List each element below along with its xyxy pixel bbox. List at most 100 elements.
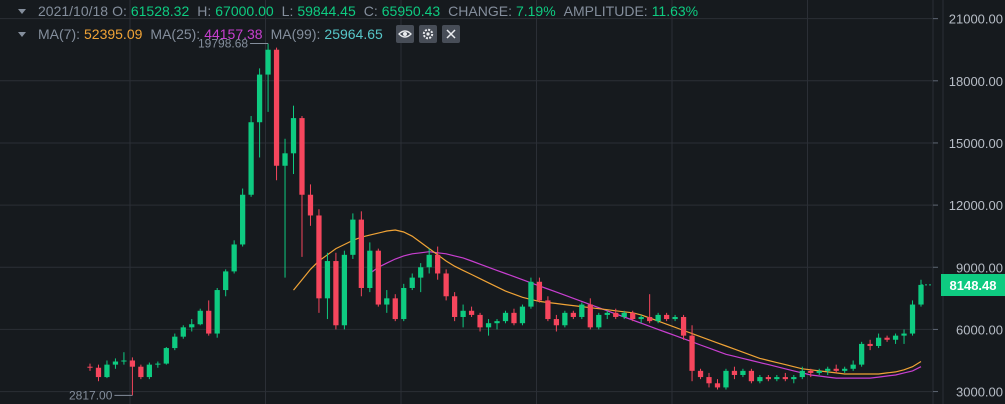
candle-body <box>884 337 890 340</box>
candle-body <box>206 310 212 334</box>
candle-body <box>579 304 585 317</box>
low-annotation-label: 2817.00 <box>69 388 113 402</box>
candle-body <box>663 314 670 320</box>
candle-body <box>630 312 636 320</box>
candle-body <box>909 304 916 334</box>
close-icon[interactable] <box>441 25 460 43</box>
ma25-line <box>293 229 922 375</box>
ma-legend: MA(7): 52395.09 MA(25): 44157.38 MA(99):… <box>18 24 460 44</box>
candle-body <box>655 314 661 322</box>
high-annotation-label: 19798.68 <box>198 37 248 51</box>
y-tick-label: 15000.00 <box>949 136 1003 151</box>
candle-body <box>197 310 203 325</box>
candle-body <box>299 118 305 195</box>
candle-body <box>833 368 839 371</box>
candle-body <box>392 298 398 320</box>
candle-body <box>350 219 356 255</box>
open-label: O: <box>112 3 127 19</box>
candle-body <box>443 273 449 297</box>
candle-body <box>825 368 831 371</box>
gear-icon[interactable] <box>418 25 437 43</box>
candle-body <box>333 261 339 326</box>
candle-body <box>697 370 704 378</box>
candle-body <box>189 324 195 328</box>
amplitude-value: 11.63% <box>651 3 699 19</box>
candle-body <box>553 319 560 326</box>
candle-body <box>307 194 314 216</box>
candle-body <box>596 314 602 328</box>
candle-body <box>723 370 729 388</box>
candle-body <box>290 118 297 154</box>
ma7-value: 52395.09 <box>84 26 143 42</box>
candle-body <box>808 370 814 373</box>
candle-body <box>740 370 746 375</box>
ma99-value: 25964.65 <box>324 26 383 42</box>
candle-body <box>468 310 475 315</box>
candle-body <box>418 267 424 278</box>
candle-body <box>782 377 788 380</box>
candle-body <box>367 250 373 288</box>
change-label: CHANGE: <box>448 3 512 19</box>
y-tick-label: 9000.00 <box>956 260 1003 275</box>
candle-body <box>519 306 526 324</box>
high-label: H: <box>197 3 212 19</box>
candle-body <box>426 254 432 268</box>
candle-body <box>460 310 466 317</box>
close-value: 65950.43 <box>381 3 441 19</box>
candle-body <box>172 336 178 349</box>
moving-average-lines <box>293 229 922 379</box>
candle-body <box>842 368 848 371</box>
candle-body <box>528 281 534 307</box>
candle-body <box>604 312 610 315</box>
candle-body <box>435 254 441 274</box>
candle-body <box>231 244 237 272</box>
candle-body <box>545 300 551 320</box>
candle-body <box>892 335 899 340</box>
chevron-down-icon[interactable] <box>18 31 26 37</box>
candle-body <box>341 254 348 326</box>
candle-body <box>859 343 865 365</box>
chevron-down-icon[interactable] <box>18 8 26 14</box>
candle-body <box>223 271 229 291</box>
candle-body <box>587 304 593 328</box>
candle-body <box>180 327 186 337</box>
low-value: 59844.45 <box>297 3 356 19</box>
candlestick-series <box>87 43 924 396</box>
amplitude-label: AMPLITUDE: <box>563 3 648 19</box>
ma7-label: MA(7): <box>38 26 80 42</box>
ma25-label: MA(25): <box>150 26 201 42</box>
ohlc-legend: 2021/10/18 O: 61528.32 H: 67000.00 L: 59… <box>18 1 706 21</box>
candle-body <box>477 314 483 328</box>
candle-body <box>87 366 93 368</box>
candle-body <box>765 377 771 380</box>
ma99-line <box>369 251 922 379</box>
candle-body <box>485 323 492 328</box>
price-axis: 3000.00 6000.00 9000.00 12000.00 15000.00 180… <box>933 12 1003 400</box>
candle-body <box>689 335 695 371</box>
candle-body <box>562 312 568 326</box>
candle-body <box>672 316 678 320</box>
chart-grid <box>0 0 944 404</box>
ma25-value: 44157.38 <box>204 26 263 42</box>
candle-body <box>146 364 152 378</box>
y-tick-label: 3000.00 <box>956 385 1003 400</box>
candle-body <box>901 333 907 336</box>
candle-body <box>791 377 797 380</box>
y-tick-label: 21000.00 <box>949 12 1003 27</box>
candle-body <box>324 261 331 299</box>
candle-body <box>850 364 856 369</box>
open-value: 61528.32 <box>130 3 190 19</box>
candle-body <box>494 321 500 324</box>
candle-body <box>816 370 822 373</box>
candle-body <box>316 215 322 299</box>
candle-body <box>121 360 127 362</box>
eye-icon[interactable] <box>395 25 414 43</box>
candle-body <box>129 360 136 367</box>
candle-body <box>375 250 381 305</box>
candle-body <box>409 277 415 288</box>
candle-body <box>570 312 576 317</box>
y-tick-label: 18000.00 <box>949 74 1003 89</box>
candle-body <box>731 370 738 375</box>
high-value: 67000.00 <box>215 3 274 19</box>
